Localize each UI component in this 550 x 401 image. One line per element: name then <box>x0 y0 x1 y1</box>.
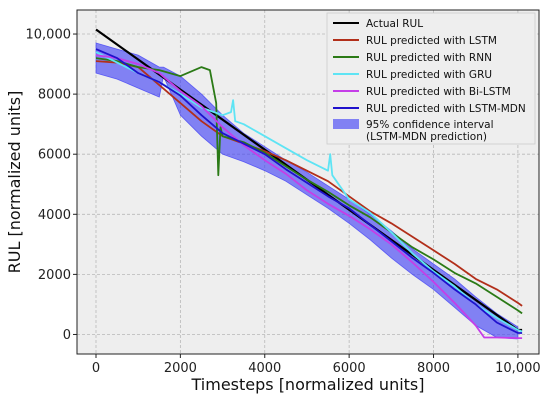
y-tick-label: 0 <box>63 328 71 343</box>
legend-label-3: RUL predicted with RNN <box>366 52 492 64</box>
legend-label-5: RUL predicted with Bi-LSTM <box>366 86 511 98</box>
x-tick-label: 6000 <box>333 361 366 376</box>
series-line-5 <box>95 54 523 340</box>
x-tick-label: 0 <box>92 361 100 376</box>
legend-label-6: RUL predicted with LSTM-MDN <box>366 103 526 115</box>
legend-label-4: RUL predicted with GRU <box>366 69 492 81</box>
plot-frame <box>76 9 540 355</box>
x-tick-label: 10,000 <box>495 361 541 376</box>
y-tick-label: 4000 <box>38 208 71 223</box>
y-tick-label: 2000 <box>38 268 71 283</box>
legend-label-1: Actual RUL <box>366 18 423 30</box>
x-tick-label: 8000 <box>417 361 450 376</box>
y-tick-label: 10,000 <box>26 28 72 43</box>
y-tick-label: 8000 <box>38 88 71 103</box>
x-tick-label: 4000 <box>248 361 281 376</box>
legend-band-swatch <box>333 119 359 129</box>
series-lines <box>95 28 523 340</box>
legend-band-label-1: 95% confidence interval <box>366 119 494 131</box>
y-tick-label: 6000 <box>38 148 71 163</box>
x-axis-title: Timesteps [normalized units] <box>191 375 425 394</box>
series-line-4 <box>95 51 523 333</box>
legend-label-2: RUL predicted with LSTM <box>366 35 497 47</box>
legend-box <box>326 12 536 145</box>
series-line-3 <box>95 57 523 315</box>
legend: Actual RUL RUL predicted with LSTM RUL pre… <box>326 12 536 145</box>
axis-ticks: 0 2000 4000 6000 8000 10,000 0 2000 4000 6000 8000… <box>26 28 541 376</box>
series-line-2 <box>95 60 523 307</box>
x-tick-label: 2000 <box>164 361 197 376</box>
series-line-6 <box>95 48 523 334</box>
y-axis-title: RUL [normalized units] <box>5 91 24 274</box>
legend-band-label-2: (LSTM-MDN prediction) <box>366 131 487 143</box>
